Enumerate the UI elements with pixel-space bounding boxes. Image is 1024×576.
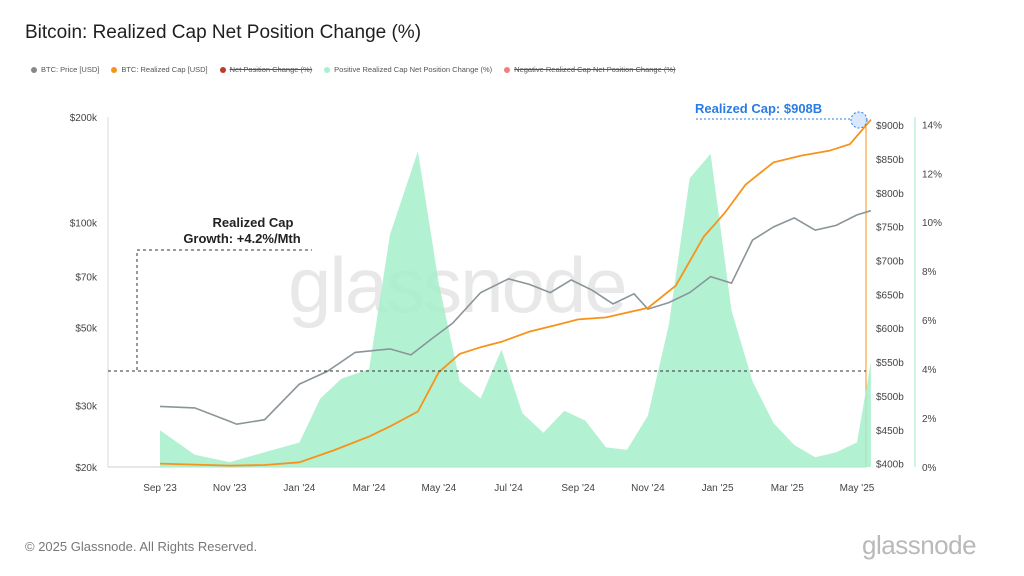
realized-cap-callout: Realized Cap: $908B (695, 101, 822, 116)
legend-item[interactable]: BTC: Realized Cap [USD] (111, 65, 208, 74)
positive-change-area (160, 151, 871, 468)
mid-tick-label: $450b (876, 426, 904, 437)
realized-cap-line (159, 119, 872, 467)
price-line (159, 209, 872, 426)
legend-label: Net Position Change (%) (229, 65, 313, 74)
legend-label: BTC: Price [USD] (41, 65, 100, 74)
growth-annotation-line1: Realized Cap (213, 215, 294, 230)
right-tick-label: 12% (922, 169, 942, 180)
x-tick-label: Jan '25 (702, 483, 734, 494)
right-tick-label: 4% (922, 365, 937, 376)
legend: BTC: Price [USD] BTC: Realized Cap [USD] N… (31, 65, 676, 74)
x-tick-label: Nov '24 (631, 483, 665, 494)
legend-label: BTC: Realized Cap [USD] (121, 65, 208, 74)
x-tick-label: Jul '24 (494, 483, 523, 494)
copyright-footer: © 2025 Glassnode. All Rights Reserved. (25, 539, 258, 554)
right-tick-label: 14% (922, 120, 942, 131)
right-tick-label: 10% (922, 218, 942, 229)
left-tick-label: $20k (75, 463, 98, 474)
legend-item[interactable]: Net Position Change (%) (219, 65, 313, 74)
realized-cap-marker (850, 111, 868, 129)
legend-label: Negative Realized Cap Net Position Chang… (514, 65, 676, 74)
right-tick-label: 6% (922, 316, 937, 327)
growth-bracket-line (136, 249, 312, 370)
left-tick-label: $200k (70, 113, 98, 124)
legend-label: Positive Realized Cap Net Position Chang… (334, 65, 493, 74)
legend-item[interactable]: Negative Realized Cap Net Position Chang… (504, 65, 676, 74)
mid-tick-label: $800b (876, 189, 904, 200)
left-tick-label: $100k (70, 218, 98, 229)
mid-tick-label: $750b (876, 223, 904, 234)
legend-item[interactable]: BTC: Price [USD] (31, 65, 99, 74)
legend-dot-icon (324, 66, 331, 73)
legend-dot-icon (111, 66, 118, 73)
mid-tick-label: $550b (876, 358, 904, 369)
legend-item[interactable]: Positive Realized Cap Net Position Chang… (324, 65, 492, 74)
left-tick-label: $70k (75, 273, 98, 284)
x-tick-label: May '25 (840, 483, 875, 494)
x-tick-label: Nov '23 (213, 483, 247, 494)
x-tick-label: Sep '24 (561, 483, 595, 494)
legend-dot-icon (31, 66, 37, 73)
growth-annotation-line2: Growth: +4.2%/Mth (183, 231, 300, 246)
mid-tick-label: $700b (876, 257, 904, 268)
x-tick-label: Mar '24 (353, 483, 386, 494)
mid-tick-label: $900b (876, 121, 904, 132)
brand-logo-text: glassnode (862, 530, 977, 560)
right-tick-label: 0% (922, 463, 937, 474)
left-tick-label: $50k (75, 324, 98, 335)
x-tick-label: May '24 (421, 483, 456, 494)
x-tick-label: Mar '25 (771, 483, 804, 494)
legend-dot-icon (219, 66, 226, 73)
legend-dot-icon (504, 66, 511, 73)
mid-tick-label: $850b (876, 155, 904, 166)
right-tick-label: 2% (922, 414, 937, 425)
mid-tick-label: $500b (876, 392, 904, 403)
mid-tick-label: $650b (876, 290, 904, 301)
right-tick-label: 8% (922, 267, 937, 278)
left-tick-label: $30k (75, 401, 98, 412)
mid-tick-label: $400b (876, 460, 904, 471)
chart-title: Bitcoin: Realized Cap Net Position Chang… (25, 22, 422, 43)
x-tick-label: Jan '24 (283, 483, 315, 494)
mid-tick-label: $600b (876, 324, 904, 335)
x-tick-label: Sep '23 (143, 483, 177, 494)
